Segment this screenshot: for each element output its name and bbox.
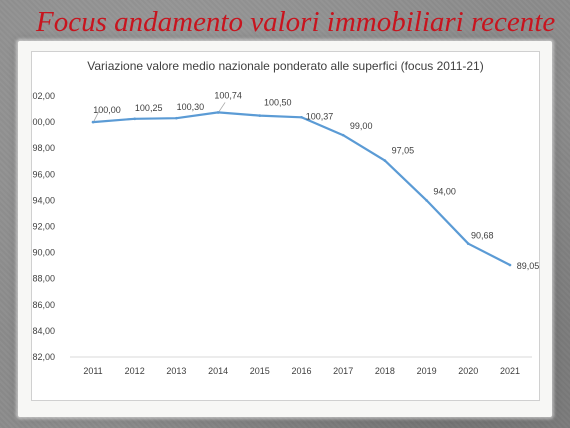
- data-label: 100,25: [135, 103, 163, 113]
- data-label: 100,00: [93, 105, 121, 115]
- data-label: 89,05: [517, 261, 539, 271]
- data-label: 97,05: [392, 146, 415, 156]
- data-label: 94,00: [433, 186, 456, 196]
- y-tick-label: 94,00: [32, 195, 55, 205]
- x-tick-label: 2020: [458, 366, 478, 376]
- x-tick-label: 2018: [375, 366, 395, 376]
- data-label: 100,30: [177, 102, 205, 112]
- x-tick-label: 2021: [500, 366, 520, 376]
- x-tick-label: 2014: [208, 366, 228, 376]
- y-tick-label: 100,00: [32, 117, 55, 127]
- slide-title: Focus andamento valori immobiliari recen…: [36, 6, 556, 38]
- data-point: [91, 120, 95, 124]
- y-tick-label: 90,00: [32, 248, 55, 258]
- y-tick-label: 102,00: [32, 91, 55, 101]
- chart-title: Variazione valore medio nazionale ponder…: [87, 59, 484, 73]
- data-label: 99,00: [350, 121, 373, 131]
- chart-container: Variazione valore medio nazionale ponder…: [31, 51, 540, 401]
- label-leader-line: [218, 102, 226, 112]
- x-tick-label: 2011: [83, 366, 102, 376]
- data-label: 100,74: [214, 90, 242, 100]
- y-tick-label: 86,00: [32, 300, 55, 310]
- data-point: [258, 114, 262, 117]
- data-point: [133, 117, 136, 121]
- data-point: [300, 115, 303, 119]
- data-point: [383, 159, 387, 162]
- x-tick-label: 2013: [166, 366, 186, 376]
- data-point: [216, 111, 220, 114]
- x-tick-label: 2012: [125, 366, 145, 376]
- data-label: 100,50: [264, 98, 292, 108]
- line-chart: 82,00 84,00 86,00 88,00 90,00 92,00 94,00 96,00…: [32, 90, 539, 376]
- data-point: [175, 116, 178, 120]
- label-leader-line: [93, 110, 100, 122]
- x-tick-label: 2016: [291, 366, 311, 376]
- data-point: [341, 133, 345, 137]
- slide-paper: Variazione valore medio nazionale ponder…: [18, 41, 552, 417]
- y-tick-label: 88,00: [32, 274, 55, 284]
- data-point: [508, 263, 512, 267]
- y-tick-label: 96,00: [32, 169, 55, 179]
- y-tick-label: 84,00: [32, 326, 55, 336]
- data-label: 90,68: [471, 231, 494, 241]
- x-tick-label: 2019: [417, 366, 437, 376]
- y-tick-label: 82,00: [32, 352, 55, 362]
- y-tick-label: 98,00: [32, 143, 55, 153]
- data-point: [425, 199, 428, 202]
- x-tick-label: 2017: [333, 366, 353, 376]
- data-point: [467, 242, 470, 246]
- x-tick-label: 2015: [250, 366, 270, 376]
- y-tick-label: 92,00: [32, 222, 55, 232]
- data-label: 100,37: [306, 111, 334, 121]
